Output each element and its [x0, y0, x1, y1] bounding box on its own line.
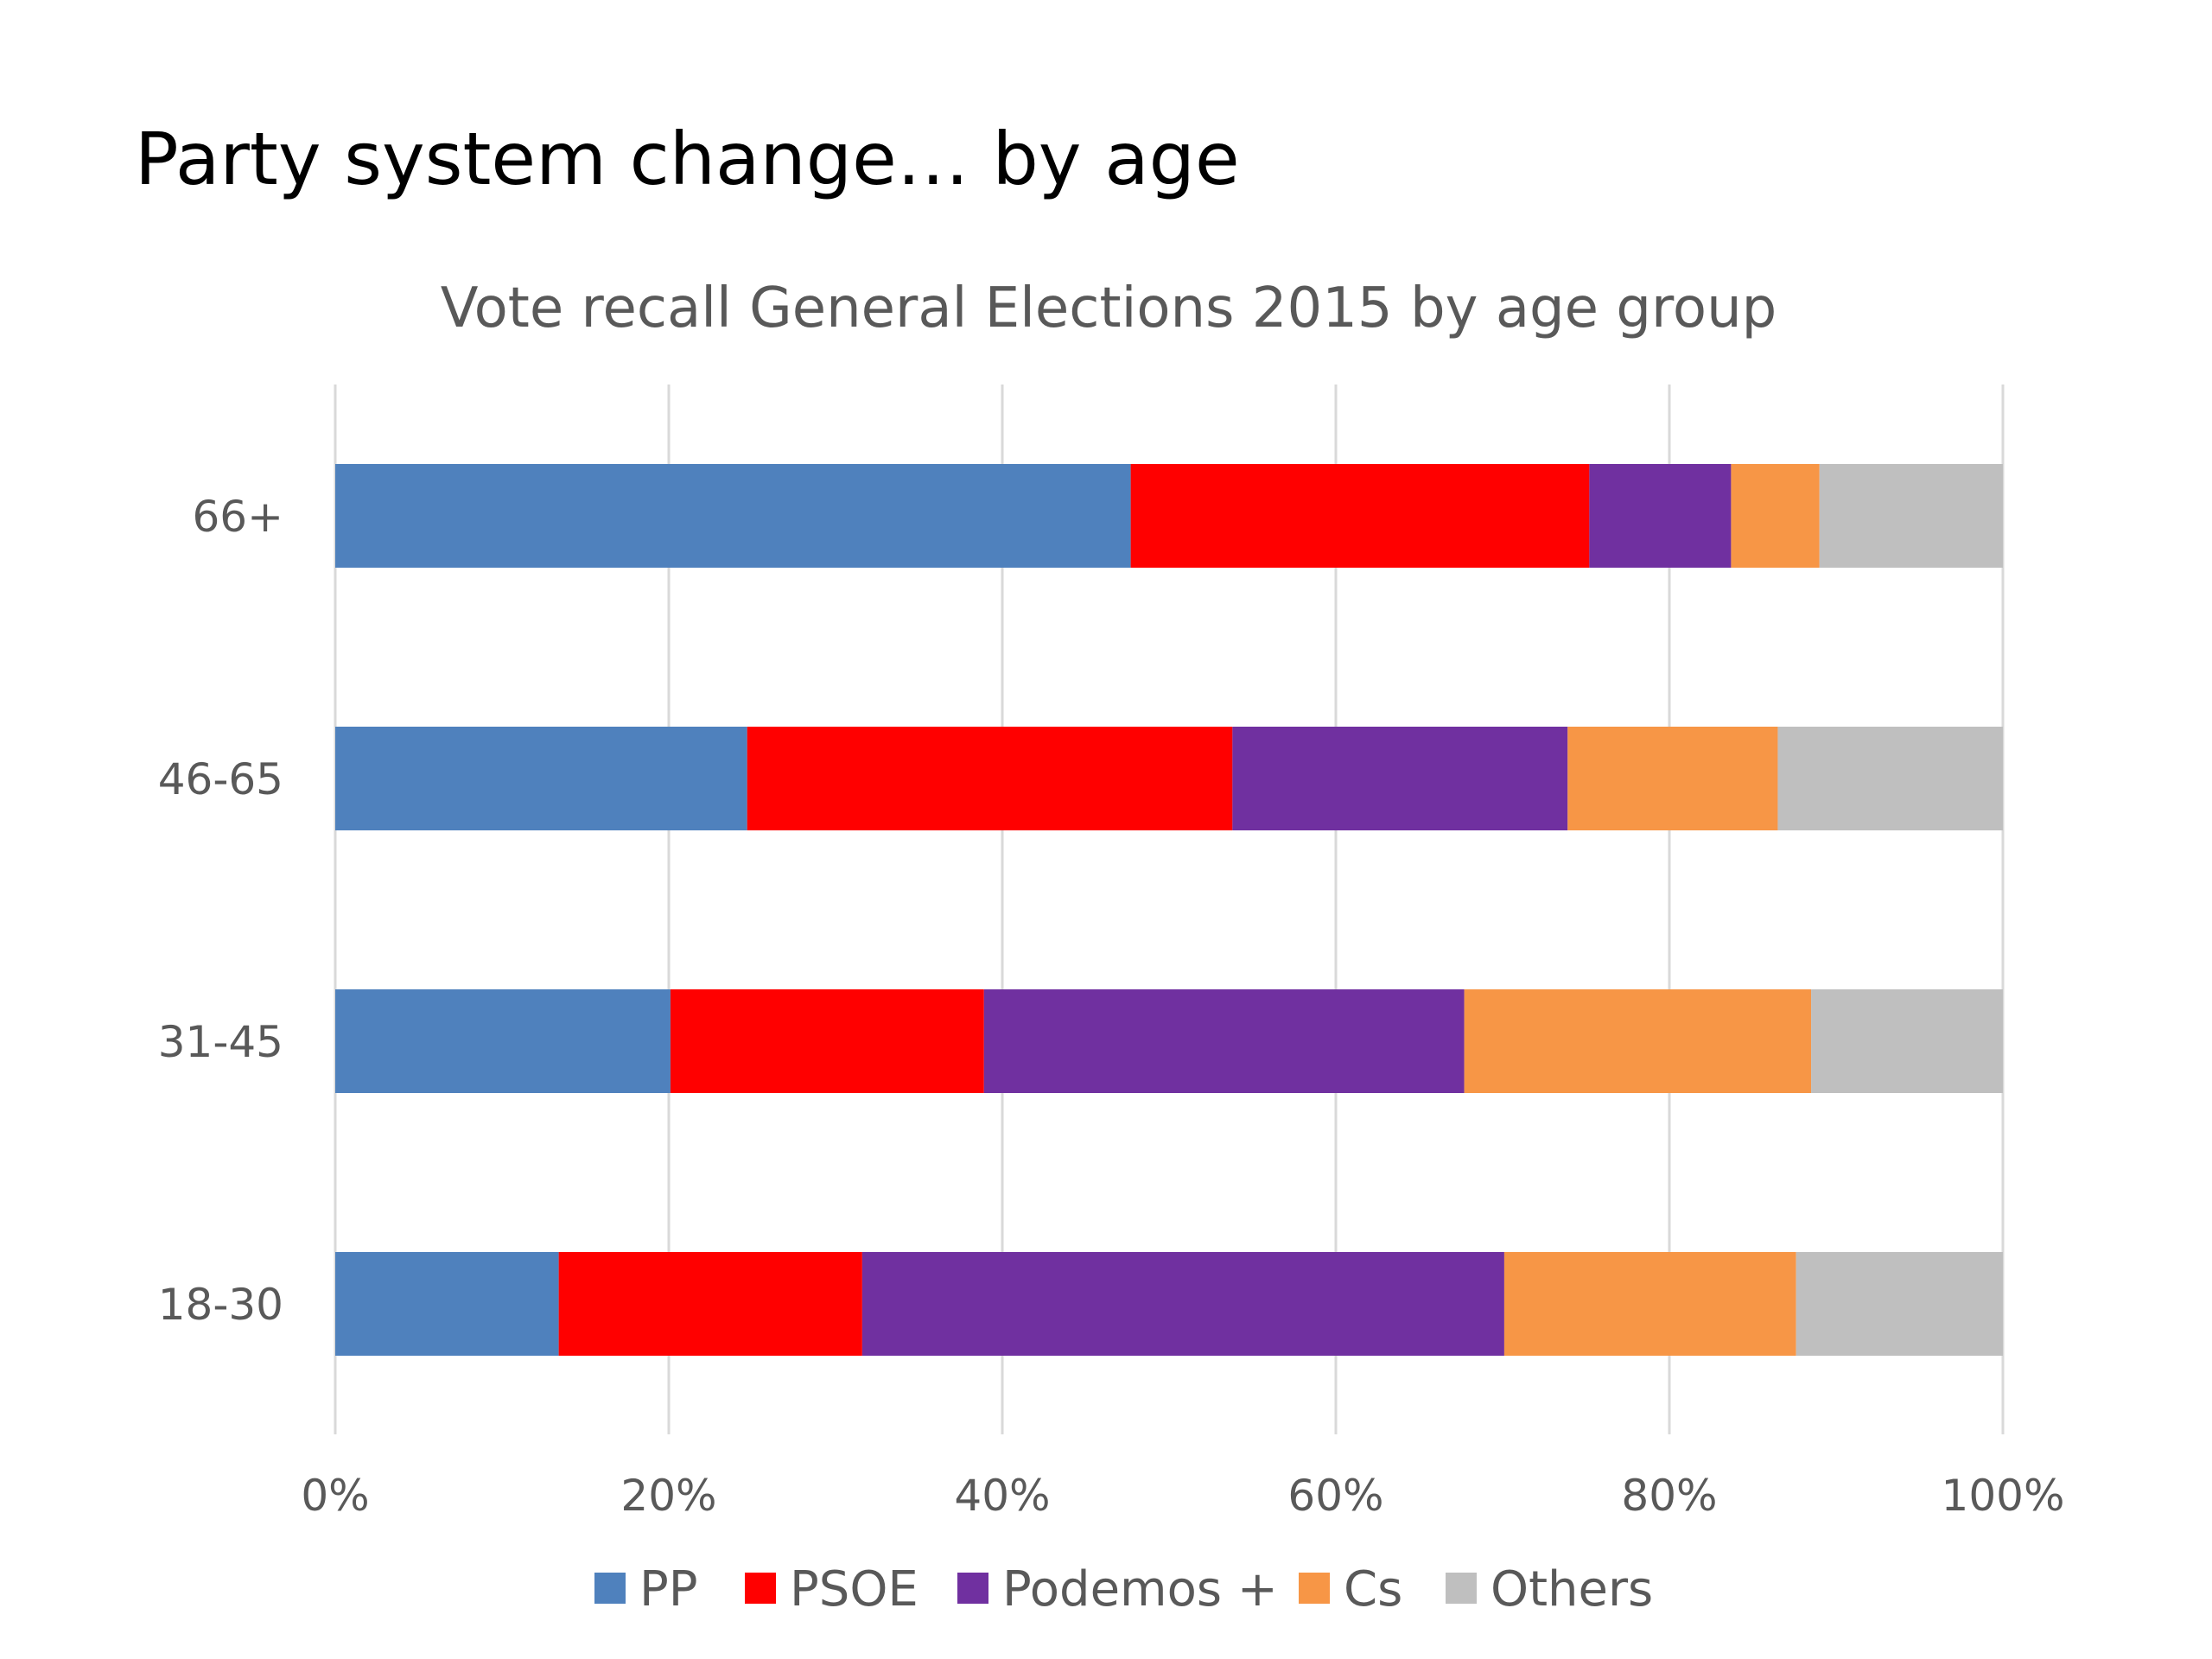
- bar-podemos: [983, 989, 1465, 1093]
- legend-swatch-podemos: [957, 1573, 988, 1604]
- chart-title: Vote recall General Elections 2015 by ag…: [441, 276, 1777, 340]
- legend-label-psoe: PSOE: [790, 1561, 918, 1618]
- bar-cs: [1503, 1252, 1796, 1356]
- bar-others: [1819, 464, 2003, 568]
- y-tick-label: 18-30: [158, 1280, 283, 1330]
- slide-title: Party system change… by age: [135, 117, 1240, 201]
- bar-psoe: [747, 727, 1233, 830]
- x-tick-label: 80%: [1621, 1471, 1717, 1521]
- bar-others: [1811, 989, 2003, 1093]
- bar-pp: [335, 464, 1131, 568]
- y-axis: 66+ 46-65 31-45 18-30: [158, 492, 283, 1330]
- x-tick-label: 20%: [620, 1471, 716, 1521]
- legend-swatch-others: [1446, 1573, 1477, 1604]
- bar-podemos: [861, 1252, 1504, 1356]
- bar-pp: [335, 727, 747, 830]
- legend-swatch-cs: [1299, 1573, 1330, 1604]
- bar-podemos: [1232, 727, 1568, 830]
- bar-pp: [335, 1252, 559, 1356]
- bar-others: [1796, 1252, 2003, 1356]
- bar-psoe: [1130, 464, 1590, 568]
- bar-cs: [1731, 464, 1820, 568]
- legend-label-cs: Cs: [1344, 1561, 1402, 1618]
- bar-psoe: [670, 989, 984, 1093]
- x-axis: 0% 20% 40% 60% 80% 100%: [301, 1471, 2064, 1521]
- bar-psoe: [558, 1252, 862, 1356]
- bar-cs: [1567, 727, 1778, 830]
- legend-label-pp: PP: [639, 1561, 698, 1618]
- x-tick-label: 100%: [1942, 1471, 2065, 1521]
- legend-label-podemos: Podemos +: [1002, 1561, 1278, 1618]
- bar-pp: [335, 989, 671, 1093]
- x-tick-label: 0%: [301, 1471, 369, 1521]
- x-tick-label: 60%: [1287, 1471, 1383, 1521]
- legend: PP PSOE Podemos + Cs Others: [594, 1561, 1653, 1618]
- bar-cs: [1464, 989, 1812, 1093]
- x-tick-label: 40%: [954, 1471, 1050, 1521]
- y-tick-label: 31-45: [158, 1017, 283, 1067]
- legend-swatch-pp: [594, 1573, 626, 1604]
- legend-label-others: Others: [1491, 1561, 1653, 1618]
- bar-podemos: [1589, 464, 1732, 568]
- legend-swatch-psoe: [745, 1573, 776, 1604]
- y-tick-label: 66+: [192, 492, 283, 542]
- bars: [335, 464, 2003, 1356]
- bar-others: [1777, 727, 2003, 830]
- y-tick-label: 46-65: [158, 754, 283, 804]
